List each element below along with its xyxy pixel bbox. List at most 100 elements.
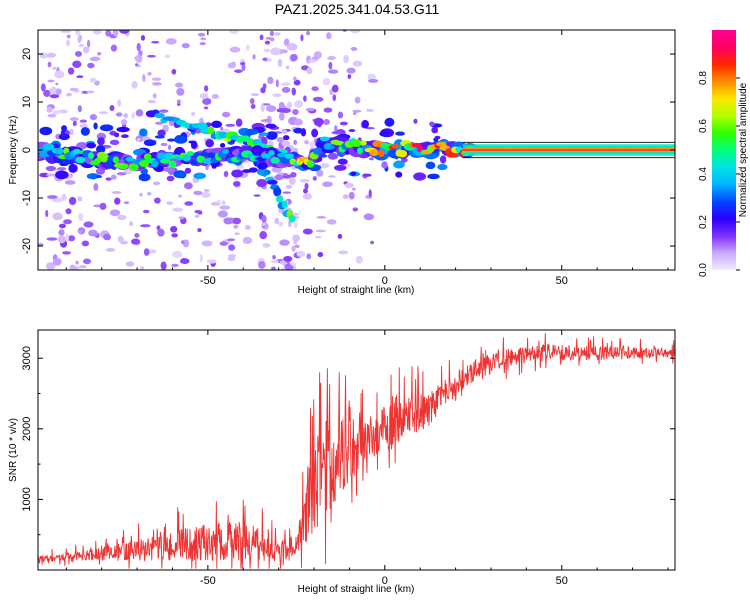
noise-speck — [131, 80, 138, 89]
noise-speck — [112, 30, 119, 37]
noise-speck — [197, 228, 202, 233]
noise-speck — [370, 240, 374, 245]
noise-speck — [74, 51, 82, 57]
upper-branch-blob — [206, 126, 215, 135]
noise-speck — [227, 238, 236, 242]
noise-speck — [60, 30, 72, 33]
noise-speck — [348, 191, 355, 200]
ridge-core — [328, 145, 335, 150]
noise-speck — [352, 60, 363, 67]
noise-speck — [223, 170, 229, 178]
noise-speck — [305, 107, 315, 112]
noise-speck — [276, 137, 285, 143]
noise-speck — [316, 169, 324, 177]
noise-speck — [79, 265, 87, 269]
weak-blob — [193, 172, 206, 180]
noise-speck — [274, 32, 281, 36]
ridge-core — [369, 149, 379, 157]
noise-speck — [203, 106, 209, 110]
noise-speck — [89, 113, 98, 121]
ridge-core — [221, 149, 230, 154]
noise-speck — [278, 221, 284, 227]
noise-speck — [223, 217, 233, 225]
noise-speck — [327, 55, 336, 60]
noise-speck — [111, 191, 122, 194]
weak-blob — [362, 173, 372, 177]
weak-blob — [116, 126, 130, 133]
ridge-core — [159, 158, 171, 164]
noise-speck — [369, 157, 374, 161]
weak-blob — [235, 118, 243, 127]
noise-speck — [66, 34, 71, 39]
noise-speck — [54, 70, 65, 79]
noise-speck — [225, 123, 236, 127]
weak-blob — [190, 140, 198, 149]
noise-speck — [334, 125, 338, 132]
noise-speck — [267, 76, 274, 85]
noise-speck — [159, 109, 169, 113]
noise-speck — [262, 57, 268, 62]
ridge-core — [128, 163, 139, 171]
noise-speck — [81, 240, 90, 247]
noise-speck — [293, 79, 301, 86]
noise-speck — [88, 229, 98, 237]
noise-speck — [291, 54, 298, 61]
noise-speck — [227, 62, 236, 69]
noise-speck — [249, 98, 255, 105]
noise-speck — [339, 121, 348, 126]
noise-speck — [278, 105, 288, 109]
noise-speck — [136, 42, 141, 52]
noise-speck — [143, 248, 150, 256]
noise-speck — [77, 229, 83, 234]
noise-speck — [171, 233, 178, 238]
weak-blob — [266, 131, 278, 140]
noise-speck — [139, 224, 151, 228]
snr-x-tick-label: -50 — [200, 575, 216, 587]
noise-speck — [259, 230, 268, 240]
noise-speck — [211, 93, 219, 99]
ridge-core — [54, 147, 64, 155]
weak-blob — [96, 144, 106, 154]
noise-speck — [311, 86, 319, 92]
noise-speck — [303, 188, 308, 194]
lower-branch-blob — [281, 200, 288, 209]
noise-speck — [286, 43, 298, 51]
noise-speck — [58, 229, 65, 236]
noise-speck — [303, 95, 307, 102]
noise-speck — [89, 56, 101, 62]
noise-speck — [282, 173, 288, 177]
noise-speck — [46, 237, 58, 241]
ridge-core — [190, 160, 198, 166]
noise-speck — [79, 123, 88, 129]
noise-speck — [290, 171, 297, 178]
noise-speck — [299, 179, 310, 183]
noise-speck — [270, 47, 281, 56]
noise-speck — [309, 140, 317, 148]
weak-blob — [154, 135, 165, 139]
spectrogram-x-tick-label: -50 — [200, 275, 216, 287]
weak-blob — [312, 176, 317, 181]
ridge-core — [199, 152, 210, 157]
ridge-core — [446, 152, 458, 158]
noise-speck — [131, 112, 135, 119]
noise-speck — [264, 40, 271, 45]
noise-speck — [46, 52, 56, 58]
weak-blob — [86, 173, 99, 180]
noise-speck — [65, 208, 72, 215]
spectrogram-y-tick-label: 10 — [21, 96, 33, 108]
noise-speck — [201, 240, 213, 247]
noise-speck — [233, 224, 239, 229]
noise-speck — [293, 139, 297, 145]
noise-speck — [302, 228, 313, 235]
ridge-core — [207, 152, 216, 159]
noise-speck — [304, 182, 309, 190]
weak-blob — [413, 172, 427, 181]
noise-speck — [331, 84, 339, 93]
noise-speck — [302, 193, 312, 200]
noise-speck — [217, 210, 228, 218]
noise-speck — [199, 42, 206, 46]
weak-blob — [95, 167, 105, 175]
ridge-core — [182, 154, 191, 162]
noise-speck — [166, 175, 175, 182]
